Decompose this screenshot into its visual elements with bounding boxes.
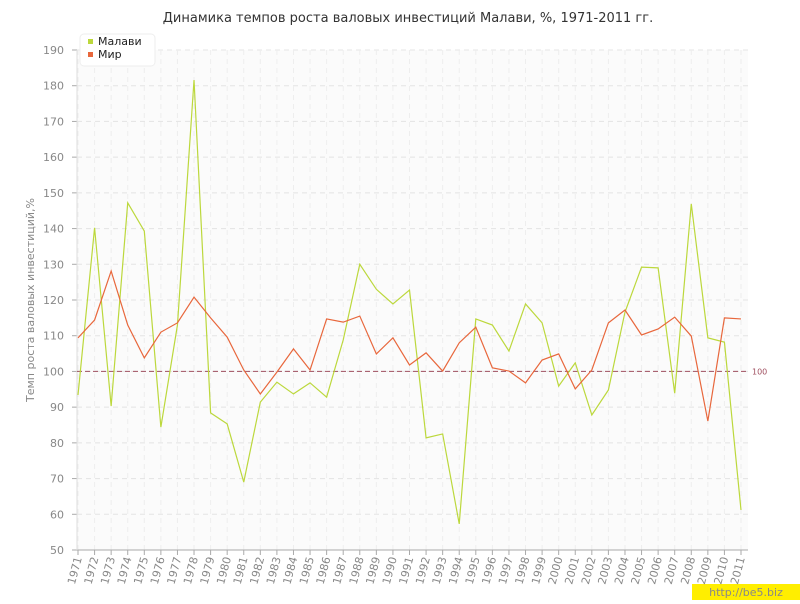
series-line (77, 79, 742, 525)
chart-title: Динамика темпов роста валовых инвестиций… (163, 11, 653, 26)
legend-label: Малави (98, 35, 142, 48)
y-tick-label: 110 (43, 330, 64, 343)
y-tick-label: 90 (50, 401, 64, 414)
x-tick-label: 2011 (728, 555, 748, 585)
y-tick-label: 140 (43, 223, 64, 236)
y-tick-label: 70 (50, 473, 64, 486)
y-tick-label: 120 (43, 294, 64, 307)
legend-label: Мир (98, 48, 122, 61)
legend-box (79, 33, 156, 67)
y-tick-label: 80 (50, 437, 64, 450)
y-tick-label: 160 (43, 151, 64, 164)
y-tick-label: 190 (43, 44, 64, 57)
watermark-bg (692, 584, 800, 600)
y-tick-label: 170 (43, 115, 64, 128)
watermark: http://be5.biz (709, 586, 783, 599)
y-tick-label: 100 (43, 365, 64, 378)
y-tick-label: 150 (43, 187, 64, 200)
y-tick-label: 180 (43, 80, 64, 93)
y-axis-label: Темп роста валовых инвестиций,% (24, 198, 37, 403)
y-tick-label: 60 (50, 508, 64, 521)
series-line (77, 269, 742, 422)
reference-label: 100 (752, 367, 767, 376)
legend-swatch (88, 52, 93, 57)
y-tick-label: 130 (43, 258, 64, 271)
legend-swatch (88, 39, 93, 44)
y-tick-label: 50 (50, 544, 64, 557)
